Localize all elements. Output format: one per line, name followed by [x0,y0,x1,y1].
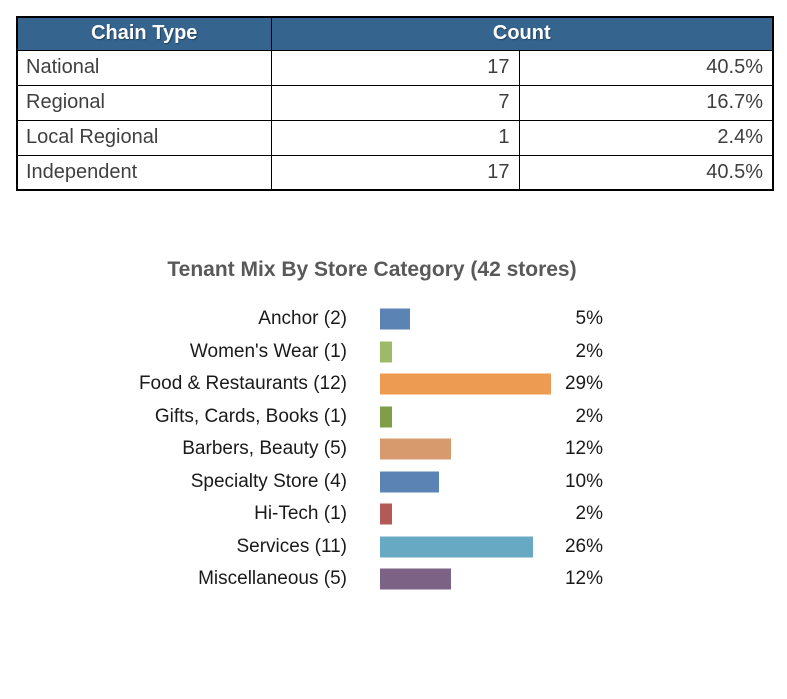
chain-name: Independent [16,154,272,191]
chart-row: Specialty Store (4) 10% [0,466,744,499]
bar-value-label: 2% [575,503,603,525]
chart-row: Barbers, Beauty (5) 12% [0,433,744,466]
chain-type-table-section: Chain Type Count National 17 40.5% Regio… [16,16,775,191]
category-bar [380,308,410,330]
chart-row: Services (11) 26% [0,531,744,564]
bar-value-label: 2% [575,405,603,427]
chart-row: Miscellaneous (5) 12% [0,563,744,596]
column-header-chain-type: Chain Type [16,16,272,51]
chain-count: 17 [270,49,520,86]
category-label: Services (11) [236,535,347,557]
chain-percent: 40.5% [518,154,774,191]
bar-area: 26% [380,531,603,564]
chart-row: Gifts, Cards, Books (1) 2% [0,401,744,434]
bar-value-label: 26% [564,535,603,557]
table-row: Regional 7 16.7% [16,84,774,121]
category-bar [380,503,392,525]
category-label: Women's Wear (1) [189,340,347,362]
chain-count: 17 [270,154,520,191]
chart-row: Women's Wear (1) 2% [0,336,744,369]
category-label: Anchor (2) [258,308,347,330]
chain-type-table: Chain Type Count National 17 40.5% Regio… [16,16,775,191]
chain-percent: 16.7% [518,84,774,121]
chart-rows: Anchor (2) 5% Women's Wear (1) 2% Food &… [0,303,744,596]
bar-area: 29% [380,368,603,401]
table-row: National 17 40.5% [16,49,774,86]
category-label: Specialty Store (4) [190,470,347,492]
category-label: Barbers, Beauty (5) [182,438,347,460]
table-row: Independent 17 40.5% [16,154,774,191]
category-label: Hi-Tech (1) [254,503,347,525]
category-bar [380,471,439,493]
chain-name: Regional [16,84,272,121]
bar-area: 2% [380,498,603,531]
chain-count: 7 [270,84,520,121]
bar-area: 12% [380,433,603,466]
chain-name: National [16,49,272,86]
category-bar [380,536,533,558]
category-bar [380,341,392,363]
table-row: Local Regional 1 2.4% [16,119,774,156]
chart-row: Hi-Tech (1) 2% [0,498,744,531]
bar-area: 10% [380,466,603,499]
category-bar [380,406,392,428]
bar-value-label: 2% [575,340,603,362]
chain-name: Local Regional [16,119,272,156]
category-bar [380,438,451,460]
bar-value-label: 5% [575,308,603,330]
bar-area: 5% [380,303,603,336]
category-label: Gifts, Cards, Books (1) [154,405,347,427]
category-label: Food & Restaurants (12) [138,373,347,395]
bar-value-label: 12% [564,568,603,590]
category-label: Miscellaneous (5) [198,568,347,590]
bar-value-label: 10% [564,470,603,492]
chain-count: 1 [270,119,520,156]
table-header-row: Chain Type Count [16,16,774,51]
chain-percent: 40.5% [518,49,774,86]
category-bar [380,568,451,590]
chart-row: Anchor (2) 5% [0,303,744,336]
tenant-mix-chart: Tenant Mix By Store Category (42 stores)… [0,253,744,596]
chart-row: Food & Restaurants (12) 29% [0,368,744,401]
bar-area: 2% [380,336,603,369]
chart-title: Tenant Mix By Store Category (42 stores) [167,258,577,281]
bar-area: 12% [380,563,603,596]
bar-area: 2% [380,401,603,434]
bar-value-label: 12% [564,438,603,460]
chain-percent: 2.4% [518,119,774,156]
category-bar [380,373,551,395]
column-header-count: Count [270,16,774,51]
bar-value-label: 29% [564,373,603,395]
